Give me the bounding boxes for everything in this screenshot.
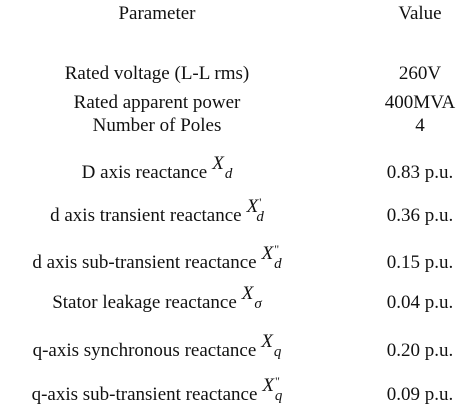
header-value: Value: [398, 3, 441, 24]
value-cell: 0.15 p.u.: [387, 252, 454, 273]
parameter-label: d axis sub-transient reactance: [32, 252, 256, 273]
symbol-sub: q: [275, 388, 283, 404]
parameter-label: d axis transient reactance: [50, 205, 241, 226]
symbol-base: X: [246, 196, 260, 217]
symbol-sub: d: [274, 256, 282, 272]
symbol-base: X: [211, 153, 225, 174]
value-cell: 0.20 p.u.: [387, 340, 454, 361]
symbol-prime: ": [274, 242, 279, 256]
value-cell: 0.09 p.u.: [387, 384, 454, 405]
parameter-label: Rated apparent power: [74, 92, 241, 113]
header-parameter: Parameter: [118, 3, 196, 24]
value-cell: 0.83 p.u.: [387, 162, 454, 183]
value-cell: 4: [415, 115, 425, 136]
symbol-sub: d: [256, 209, 264, 225]
parameter-cell: d axis transient reactance X' d: [50, 195, 264, 226]
parameter-label: q-axis sub-transient reactance: [32, 384, 258, 405]
symbol-prime: ': [259, 195, 261, 209]
parameter-cell: d axis sub-transient reactance X" d: [32, 242, 282, 273]
parameter-label: Stator leakage reactance: [52, 292, 237, 313]
parameter-cell: Number of Poles: [93, 115, 222, 136]
parameter-cell: q-axis sub-transient reactance X" q: [32, 374, 283, 405]
parameter-cell: Rated apparent power: [74, 92, 241, 113]
value-cell: 400MVA: [385, 92, 456, 113]
parameter-label: Number of Poles: [93, 115, 222, 136]
parameter-cell: Rated voltage (L-L rms): [65, 63, 249, 84]
value-cell: 0.36 p.u.: [387, 205, 454, 226]
parameter-cell: D axis reactance Xd: [82, 153, 233, 183]
symbol-prime: ": [275, 374, 280, 388]
symbol-base: X: [260, 331, 274, 352]
symbol-sub: d: [225, 166, 233, 182]
symbol-base: X: [261, 375, 275, 396]
parameter-label: D axis reactance: [82, 162, 208, 183]
symbol-base: X: [241, 283, 255, 304]
parameter-label: Rated voltage (L-L rms): [65, 63, 249, 84]
value-cell: 260V: [399, 63, 442, 84]
value-cell: 0.04 p.u.: [387, 292, 454, 313]
symbol-sub: σ: [254, 296, 262, 312]
parameter-cell: q-axis synchronous reactance Xq: [33, 331, 282, 361]
parameter-cell: Stator leakage reactance Xσ: [52, 283, 262, 313]
symbol-base: X: [261, 243, 275, 264]
symbol-sub: q: [274, 344, 282, 360]
parameter-label: q-axis synchronous reactance: [33, 340, 257, 361]
